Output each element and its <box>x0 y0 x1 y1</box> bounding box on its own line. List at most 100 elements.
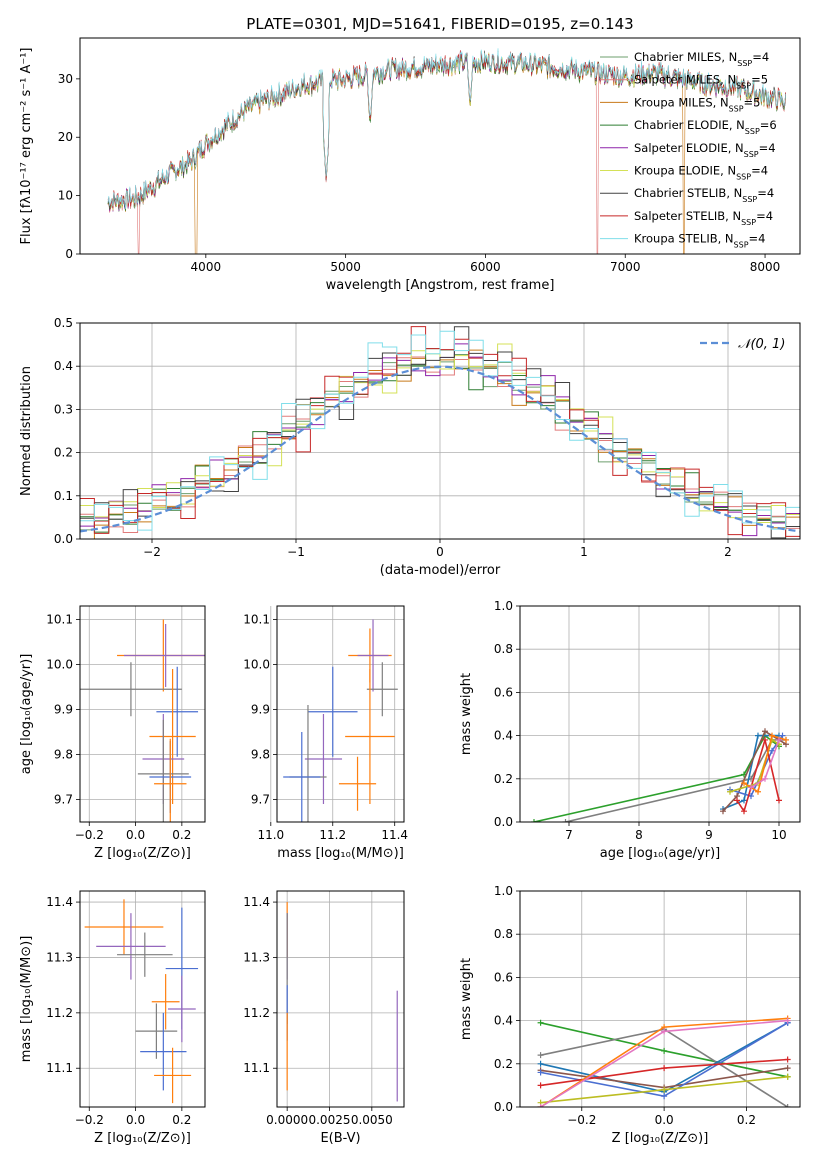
massweight-vs-age-ylabel: mass weight <box>459 673 474 755</box>
massweight-vs-Z-xtick-label: −0.2 <box>567 1113 596 1127</box>
age-vs-mass-xtick-label: 11.4 <box>381 828 408 842</box>
massweight-vs-age-series-line <box>722 730 787 812</box>
massweight-vs-Z-xtick-label: 0.0 <box>655 1113 674 1127</box>
mass-vs-EBV-ytick-label: 11.1 <box>243 1061 270 1075</box>
spectrum-xlabel: wavelength [Angstrom, rest frame] <box>326 278 555 293</box>
mass-vs-EBV-xtick-label: 0.0050 <box>351 1113 393 1127</box>
residuals-xtick-label: 2 <box>724 545 732 559</box>
massweight-vs-age-ytick-label: 0.8 <box>494 642 513 656</box>
massweight-vs-Z-ylabel: mass weight <box>459 958 474 1040</box>
massweight-vs-Z-point-marker <box>784 1017 791 1024</box>
mass-vs-EBV-xtick-label: 0.0000 <box>266 1113 308 1127</box>
mass-vs-EBV-xlabel: E(B-V) <box>320 1131 360 1146</box>
mass-vs-EBV-axes: 0.0000 0.0025 0.0050 11.1 11.2 11.3 11.4 E(B-V) <box>243 891 404 1146</box>
age-vs-Z-xtick-label: 0.2 <box>172 828 191 842</box>
age-vs-mass-xtick-label: 11.0 <box>257 828 284 842</box>
massweight-vs-Z-point-marker <box>661 1047 668 1054</box>
mass-vs-Z-xtick-label: −0.2 <box>75 1113 104 1127</box>
massweight-vs-age-xtick-label: 7 <box>565 828 573 842</box>
spectrum-xtick-label: 4000 <box>191 260 222 274</box>
age-vs-Z-ytick-label: 9.7 <box>54 793 73 807</box>
spectrum-ylabel: Flux [fλ10⁻¹⁷ erg cm⁻² s⁻¹ A⁻¹] <box>19 48 34 245</box>
massweight-vs-Z-point-marker <box>537 1052 544 1059</box>
massweight-vs-Z-ytick-label: 0.6 <box>494 970 513 984</box>
residuals-xtick-label: −1 <box>287 545 305 559</box>
mass-vs-EBV-ytick-label: 11.3 <box>243 950 270 964</box>
massweight-vs-age-point-marker <box>720 808 726 815</box>
residuals-legend-label: 𝒩(0, 1) <box>738 337 785 352</box>
massweight-vs-Z-point-marker <box>784 1073 791 1080</box>
spectrum-legend-label: Kroupa ELODIE, NSSP=4 <box>634 164 768 182</box>
residuals-xtick-label: 1 <box>580 545 588 559</box>
age-vs-mass-xlabel: mass [log₁₀(M/M⊙)] <box>277 846 404 861</box>
residuals-ytick-label: 0.0 <box>54 532 73 546</box>
massweight-vs-age-point-marker <box>755 732 761 739</box>
spectrum-ytick-label: 10 <box>58 189 73 203</box>
massweight-vs-Z-frame <box>519 890 801 1108</box>
residuals-ytick-label: 0.2 <box>54 446 73 460</box>
massweight-vs-Z-point-marker <box>537 1019 544 1026</box>
massweight-vs-age-point-marker <box>762 728 768 735</box>
massweight-vs-Z-xtick-label: 0.2 <box>737 1113 756 1127</box>
residuals-histogram-step <box>80 330 800 531</box>
massweight-vs-Z-point-marker <box>537 1060 544 1067</box>
age-vs-Z-ytick-label: 9.8 <box>54 748 73 762</box>
massweight-vs-age-point-marker <box>776 736 782 743</box>
residuals-ytick-label: 0.1 <box>54 489 73 503</box>
residuals-ytick-label: 0.5 <box>54 316 73 330</box>
spectrum-xtick-label: 6000 <box>470 260 501 274</box>
mass-vs-EBV-ytick-label: 11.2 <box>243 1006 270 1020</box>
figure-title: PLATE=0301, MJD=51641, FIBERID=0195, z=0… <box>246 15 633 33</box>
massweight-vs-age-point-marker <box>769 732 775 739</box>
mass-vs-Z-ytick-label: 11.1 <box>46 1061 73 1075</box>
massweight-vs-age-point-marker <box>734 797 740 804</box>
massweight-vs-age-ytick-label: 0.6 <box>494 685 513 699</box>
massweight-vs-Z-point-marker <box>537 1069 544 1076</box>
spectrum-xtick-label: 8000 <box>750 260 781 274</box>
mass-vs-EBV-xtick-label: 0.0025 <box>308 1113 350 1127</box>
massweight-vs-Z-ytick-label: 1.0 <box>494 884 513 898</box>
massweight-vs-age-xtick-label: 9 <box>705 828 713 842</box>
age-vs-Z-ytick-label: 10.1 <box>46 613 73 627</box>
residuals-frame <box>79 322 801 540</box>
massweight-vs-Z-point-marker <box>661 1065 668 1072</box>
massweight-vs-age-axes: 7 8 9 10 0.0 0.2 0.4 0.6 0.8 1.0 age [log₁₀(age/yr… <box>459 599 800 861</box>
massweight-vs-Z-point-marker <box>661 1093 668 1100</box>
spectrum-legend-label: Kroupa MILES, NSSP=5 <box>634 95 760 113</box>
spectrum-axes: 4000 5000 6000 7000 8000 0 10 20 30 wavelength [A… <box>19 48 780 294</box>
massweight-vs-Z-point-marker <box>661 1086 668 1093</box>
massweight-vs-age-ytick-label: 0.0 <box>494 815 513 829</box>
spectrum-series-line <box>107 48 786 210</box>
massweight-vs-age-ytick-label: 0.2 <box>494 772 513 786</box>
massweight-vs-age-point-marker <box>727 788 733 795</box>
massweight-vs-Z-point-marker <box>537 1082 544 1089</box>
spectrum-legend-label: Salpeter ELODIE, NSSP=4 <box>634 141 776 159</box>
massweight-vs-age-ytick-label: 1.0 <box>494 599 513 613</box>
spectrum-legend-label: Chabrier MILES, NSSP=4 <box>634 50 769 68</box>
massweight-vs-Z-point-marker <box>784 1056 791 1063</box>
age-vs-Z-frame <box>79 605 206 823</box>
massweight-vs-age-point-marker <box>779 732 786 739</box>
massweight-vs-age-point-marker <box>741 797 747 804</box>
massweight-vs-Z-point-marker <box>784 1104 791 1107</box>
age-vs-mass-ytick-label: 9.7 <box>251 793 270 807</box>
massweight-vs-Z-ytick-label: 0.0 <box>494 1100 513 1114</box>
residuals-ytick-label: 0.4 <box>54 359 73 373</box>
spectrum-ytick-label: 20 <box>58 130 73 144</box>
age-vs-Z-xtick-label: 0.0 <box>126 828 145 842</box>
massweight-vs-Z-ytick-label: 0.4 <box>494 1014 513 1028</box>
spectrum-legend-label: Kroupa STELIB, NSSP=4 <box>634 232 765 250</box>
massweight-vs-age-point-marker <box>562 819 569 822</box>
age-vs-mass-frame <box>276 605 405 823</box>
massweight-vs-Z-point-marker <box>537 1104 544 1107</box>
residuals-xtick-label: −2 <box>143 545 161 559</box>
mass-vs-Z-xtick-label: 0.0 <box>126 1113 145 1127</box>
massweight-vs-age-ytick-label: 0.4 <box>494 729 513 743</box>
massweight-vs-Z-point-marker <box>784 1065 791 1072</box>
mass-vs-Z-ytick-label: 11.3 <box>46 950 73 964</box>
mass-vs-Z-ylabel: mass [log₁₀(M/M⊙)] <box>19 936 34 1063</box>
spectrum-legend-label: Salpeter STELIB, NSSP=4 <box>634 209 773 227</box>
spectrum-frame <box>79 37 801 255</box>
massweight-vs-age-point-marker <box>741 780 747 787</box>
